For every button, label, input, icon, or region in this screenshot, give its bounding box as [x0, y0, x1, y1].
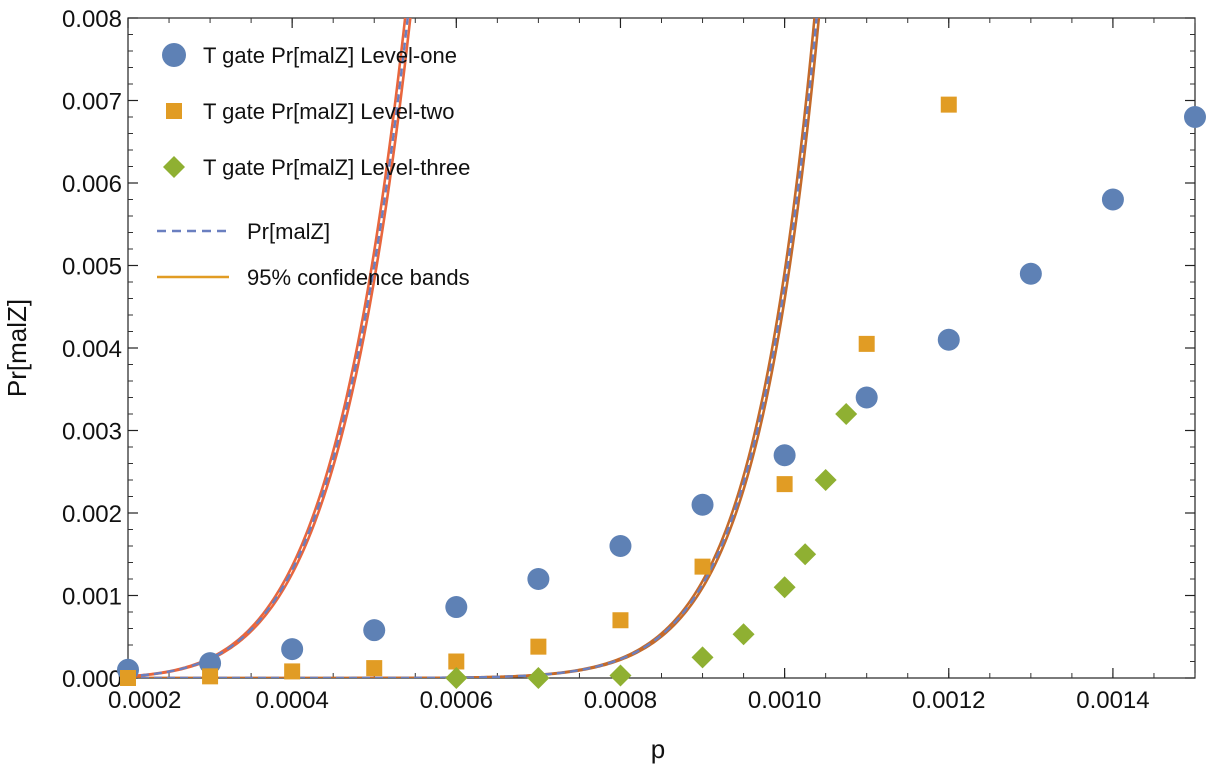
y-tick-label: 0.007 [62, 89, 122, 116]
data-point-level-one [773, 444, 796, 467]
data-point-level-one [1184, 106, 1206, 128]
y-tick-label: 0.005 [62, 254, 122, 281]
data-point-level-one [527, 568, 550, 590]
data-point-level-one [1101, 188, 1124, 211]
y-tick-label: 0.006 [62, 171, 122, 198]
data-point-level-two [120, 670, 136, 686]
data-point-level-two [858, 335, 875, 352]
data-point-level-one [281, 638, 304, 661]
data-point-level-two [202, 668, 219, 685]
x-tick-label: 0.0002 [108, 687, 181, 714]
confidence-band-upper-two [128, 18, 407, 678]
data-point-level-two [694, 558, 711, 575]
legend-label: T gate Pr[malZ] Level-three [203, 155, 470, 180]
data-point-level-three [609, 664, 632, 687]
data-point-level-one [855, 386, 878, 409]
data-point-level-two [530, 638, 547, 655]
data-point-level-three [527, 667, 550, 689]
data-point-level-one [609, 535, 632, 557]
data-point-level-three [732, 623, 755, 646]
data-point-level-one [1019, 262, 1042, 285]
data-point-level-three [835, 403, 858, 425]
data-point-level-three [691, 646, 714, 669]
x-tick-label: 0.0006 [420, 687, 493, 714]
data-point-level-three [814, 469, 837, 491]
y-tick-label: 0.003 [62, 419, 122, 446]
confidence-band-lower-two [128, 18, 412, 678]
data-point-level-two [776, 476, 793, 493]
x-tick-label: 0.0012 [912, 687, 985, 714]
confidence-band-lower-three [128, 18, 821, 678]
data-point-level-two [366, 660, 383, 677]
legend: T gate Pr[malZ] Level-one T gate Pr[malZ]… [157, 43, 470, 290]
legend-label: T gate Pr[malZ] Level-two [203, 99, 454, 124]
x-axis-title: p [651, 734, 665, 764]
data-point-level-two [284, 663, 301, 680]
data-point-level-one [937, 328, 960, 351]
x-tick-label: 0.0014 [1076, 687, 1149, 714]
x-tick-label: 0.0004 [255, 687, 328, 714]
data-point-level-two [612, 612, 629, 629]
data-point-level-one [363, 619, 386, 642]
legend-marker-square [166, 103, 182, 119]
y-tick-label: 0.000 [62, 666, 122, 693]
data-point-level-two [448, 653, 465, 670]
confidence-band-upper-three [128, 18, 816, 678]
y-axis-title: Pr[malZ] [2, 299, 32, 397]
fit-curve-two [128, 18, 409, 678]
data-point-level-one [691, 493, 714, 516]
data-point-level-three [794, 543, 817, 566]
legend-marker-diamond [163, 156, 185, 178]
legend-label: T gate Pr[malZ] Level-one [203, 43, 457, 68]
data-point-level-three [773, 576, 796, 599]
legend-label: Pr[malZ] [247, 219, 330, 244]
legend-label: 95% confidence bands [247, 265, 470, 290]
y-tick-label: 0.004 [62, 336, 122, 363]
legend-marker-circle [162, 43, 186, 67]
x-tick-label: 0.0010 [748, 687, 821, 714]
data-point-level-one [445, 596, 468, 619]
y-tick-label: 0.008 [62, 6, 122, 33]
data-point-level-three [445, 667, 468, 689]
x-tick-label: 0.0008 [584, 687, 657, 714]
y-tick-label: 0.002 [62, 501, 122, 528]
data-point-level-two [940, 96, 957, 113]
y-tick-label: 0.001 [62, 584, 122, 611]
